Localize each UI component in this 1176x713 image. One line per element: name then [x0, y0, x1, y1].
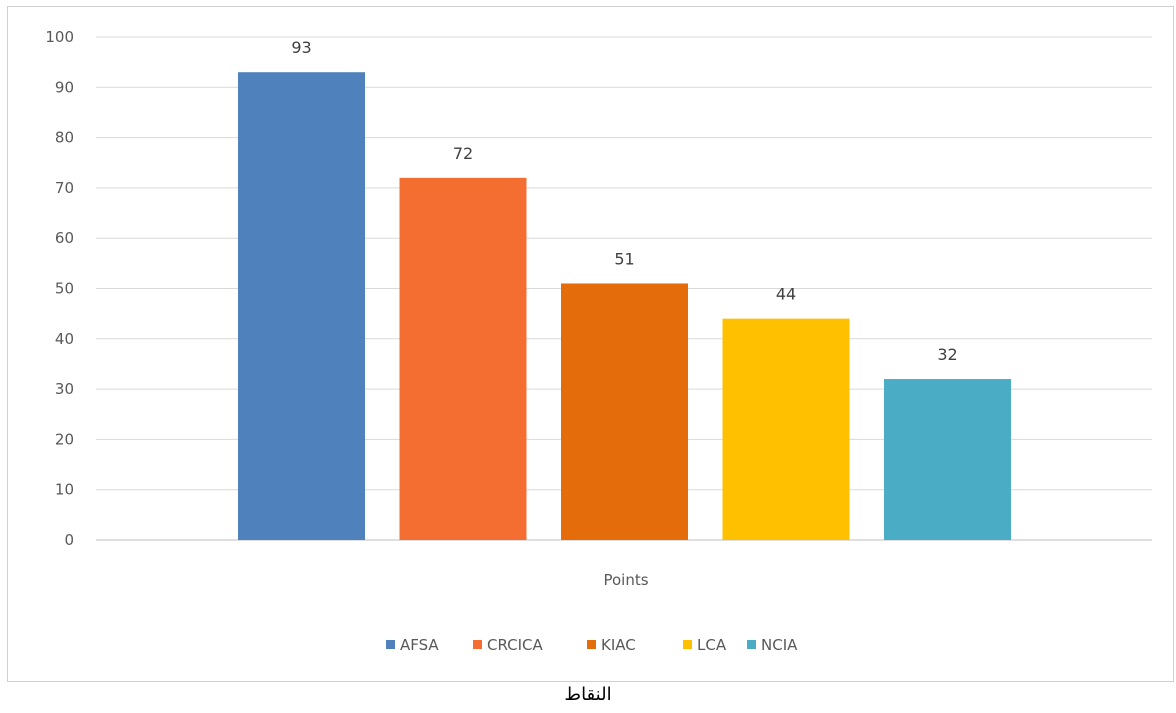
y-tick-label: 70 — [55, 179, 74, 197]
y-tick-label: 90 — [55, 78, 74, 96]
legend-item: KIAC — [587, 636, 636, 654]
legend-label: KIAC — [601, 636, 636, 654]
y-tick-label: 50 — [55, 280, 74, 298]
legend-swatch — [683, 640, 692, 649]
y-tick-label: 30 — [55, 380, 74, 398]
y-tick-label: 0 — [64, 531, 74, 549]
bar-lca — [722, 318, 850, 540]
legend-item: AFSA — [386, 636, 439, 654]
figure-caption: النقاط — [564, 684, 612, 705]
y-tick-label: 40 — [55, 330, 74, 348]
legend-swatch — [747, 640, 756, 649]
legend-item: LCA — [683, 636, 727, 654]
bars — [238, 72, 1011, 541]
y-tick-label: 80 — [55, 129, 74, 147]
legend-label: LCA — [697, 636, 727, 654]
bar-afsa — [238, 72, 365, 541]
data-label: 51 — [614, 249, 634, 268]
data-label: 32 — [937, 345, 957, 364]
y-tick-label: 100 — [45, 28, 74, 46]
bar-ncia — [884, 379, 1011, 540]
legend-label: AFSA — [400, 636, 439, 654]
y-tick-label: 60 — [55, 229, 74, 247]
y-axis: 0 10 20 30 40 50 60 70 80 90 100 — [45, 28, 74, 549]
data-label: 72 — [453, 144, 473, 163]
legend: AFSA CRCICA KIAC LCA NCIA — [386, 636, 798, 654]
legend-item: CRCICA — [473, 636, 544, 654]
bar-kiac — [561, 283, 688, 540]
legend-item: NCIA — [747, 636, 798, 654]
x-category-label: Points — [603, 571, 648, 589]
bar-crcica — [399, 177, 527, 540]
y-tick-label: 10 — [55, 481, 74, 499]
legend-label: NCIA — [761, 636, 798, 654]
data-labels: 93 72 51 44 32 — [291, 38, 957, 364]
data-label: 44 — [776, 285, 796, 304]
x-axis: Points — [603, 571, 648, 589]
legend-swatch — [587, 640, 596, 649]
legend-swatch — [473, 640, 482, 649]
legend-label: CRCICA — [487, 636, 544, 654]
legend-swatch — [386, 640, 395, 649]
y-tick-label: 20 — [55, 430, 74, 448]
data-label: 93 — [291, 38, 311, 57]
